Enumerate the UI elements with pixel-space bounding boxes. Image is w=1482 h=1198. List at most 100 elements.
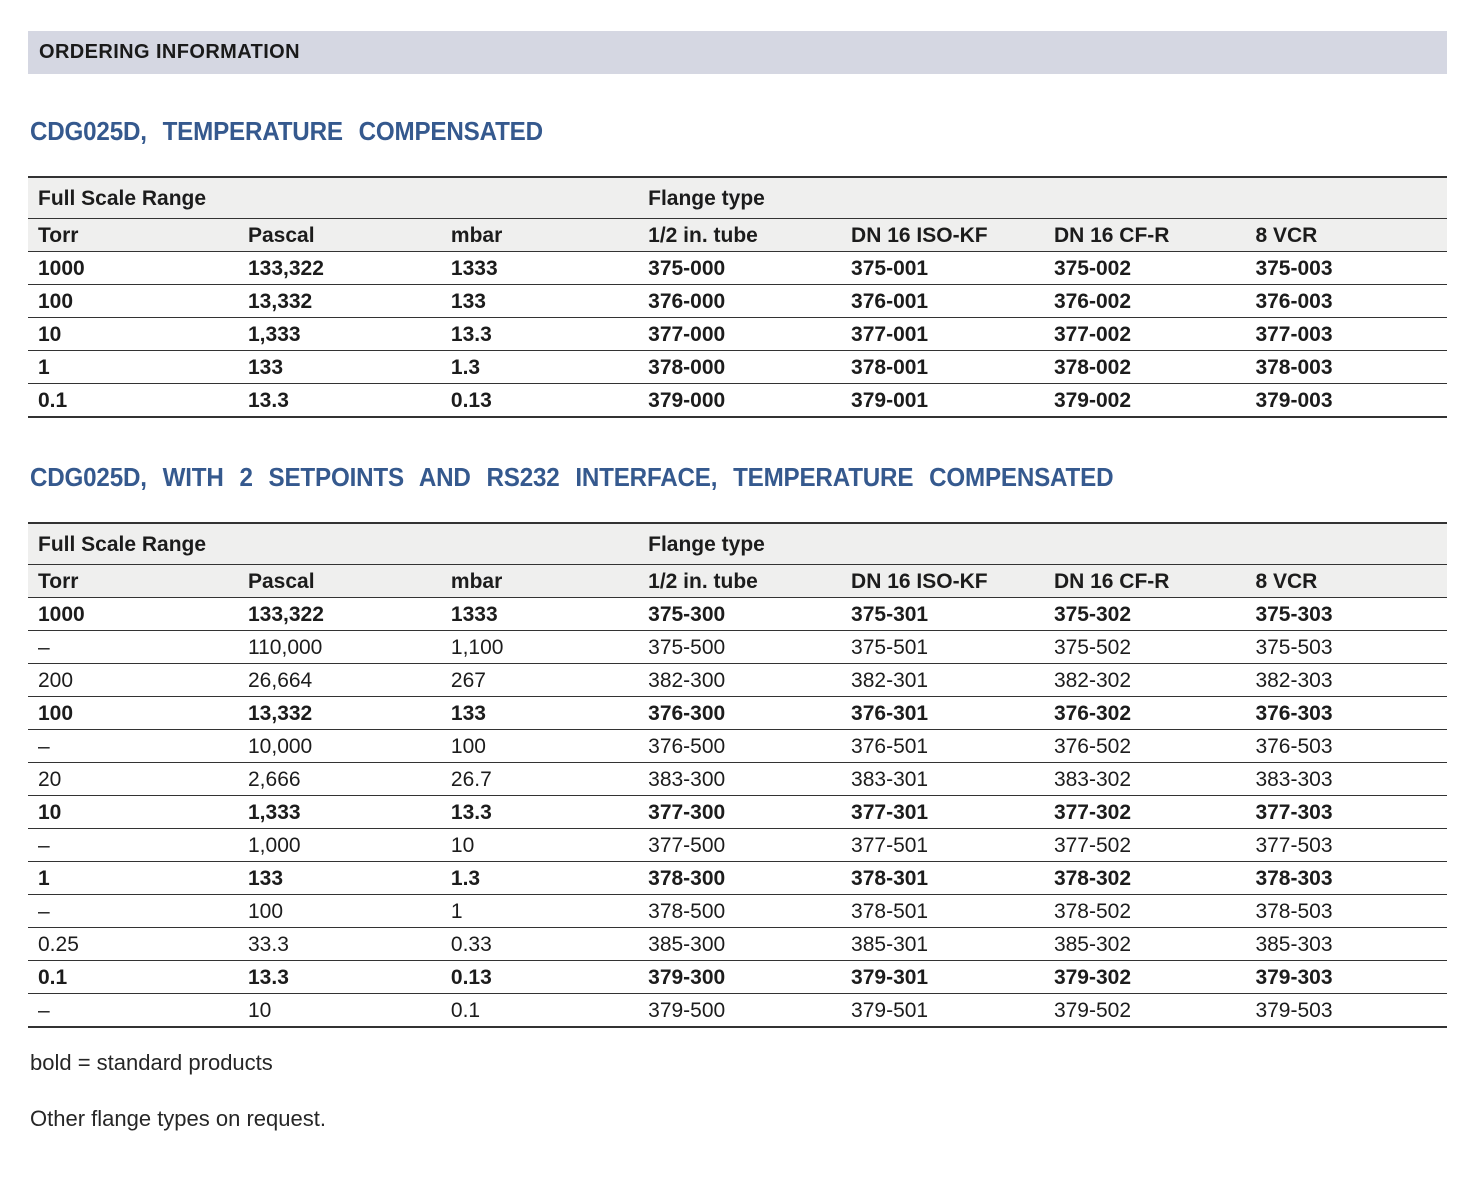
- column-header-pascal: Pascal: [238, 218, 441, 252]
- table-cell: –: [28, 729, 238, 763]
- table-cell: 382-300: [638, 663, 842, 697]
- table-cell: 376-001: [841, 284, 1044, 318]
- table-body: 1000 133,322 1333 375-300 375-301 375-302 375-…: [28, 597, 1447, 1028]
- table-header: Full Scale Range Flange type Torr Pascal…: [28, 523, 1447, 598]
- table-cell: 376-303: [1245, 696, 1447, 730]
- table-cell: 1,100: [440, 630, 639, 664]
- column-group-full-scale-range: Full Scale Range: [28, 177, 639, 219]
- table-cell: 375-303: [1245, 597, 1447, 631]
- ordering-table-cdg025d: Full Scale Range Flange type Torr Pascal…: [28, 176, 1447, 418]
- table-cell: 385-301: [841, 927, 1044, 961]
- table-cell: 378-002: [1043, 350, 1246, 384]
- table-cell: 1.3: [440, 350, 639, 384]
- table-cell: 379-500: [638, 993, 842, 1028]
- table-cell: 1333: [440, 251, 639, 285]
- column-group-full-scale-range: Full Scale Range: [28, 523, 639, 565]
- table-cell: 377-301: [841, 795, 1044, 829]
- table-cell: 382-303: [1245, 663, 1447, 697]
- table-cell: 1,333: [238, 317, 441, 351]
- table-cell: 378-300: [638, 861, 842, 895]
- table-cell: 100: [440, 729, 639, 763]
- table-cell: 377-302: [1043, 795, 1246, 829]
- table-cell: 378-301: [841, 861, 1044, 895]
- section-header-title: ORDERING INFORMATION: [39, 41, 300, 63]
- table-row: 0.25 33.3 0.33 385-300 385-301 385-302 385-303: [28, 927, 1447, 961]
- table-row: 1000 133,322 1333 375-000 375-001 375-002 375-…: [28, 251, 1447, 285]
- table-cell: 1: [28, 350, 238, 384]
- table-cell: 375-300: [638, 597, 842, 631]
- table-cell: 377-501: [841, 828, 1044, 862]
- table-cell: 13.3: [238, 383, 441, 418]
- table-cell: 376-003: [1245, 284, 1447, 318]
- table-row: –100 1 378-500 378-501 378-502 378-503: [28, 894, 1447, 928]
- table-cell: 377-303: [1245, 795, 1447, 829]
- column-header-row: Torr Pascal mbar 1/2 in. tube DN 16 ISO-…: [28, 564, 1447, 598]
- table-cell: 379-301: [841, 960, 1044, 994]
- table-cell: 33.3: [238, 927, 441, 961]
- table-cell: 10: [238, 993, 441, 1028]
- table-cell: 376-301: [841, 696, 1044, 730]
- table-cell: 378-302: [1043, 861, 1246, 895]
- table-row: 200 26,664 267 382-300 382-301 382-302 382-303: [28, 663, 1447, 697]
- table-cell: 375-500: [638, 630, 842, 664]
- group-header-row: Full Scale Range Flange type: [28, 523, 1447, 565]
- table-row: –110,000 1,100 375-500 375-501 375-502 375-50…: [28, 630, 1447, 664]
- table-cell: 0.13: [440, 383, 639, 418]
- footnote-other-flange-types: Other flange types on request.: [30, 1106, 326, 1131]
- table-cell: –: [28, 630, 238, 664]
- table-row: 10 1,333 13.3 377-300 377-301 377-302 377-303: [28, 795, 1447, 829]
- table-cell: 13.3: [440, 795, 639, 829]
- table-cell: 379-003: [1245, 383, 1447, 418]
- table-cell: 13.3: [238, 960, 441, 994]
- table-row: 100 13,332 133 376-000 376-001 376-002 376-003: [28, 284, 1447, 318]
- table-cell: –: [28, 828, 238, 862]
- table-cell: 0.33: [440, 927, 639, 961]
- table-cell: 376-002: [1043, 284, 1246, 318]
- table-cell: 100: [238, 894, 441, 928]
- table-cell: –: [28, 894, 238, 928]
- table-cell: 377-000: [638, 317, 842, 351]
- table-cell: 379-002: [1043, 383, 1246, 418]
- column-header-dn16-iso-kf: DN 16 ISO-KF: [841, 564, 1044, 598]
- table-cell: 385-303: [1245, 927, 1447, 961]
- table-cell: 133,322: [238, 251, 441, 285]
- table-cell: 378-500: [638, 894, 842, 928]
- table-row: 1000 133,322 1333 375-300 375-301 375-302 375-…: [28, 597, 1447, 631]
- table-row: 10 1,333 13.3 377-000 377-001 377-002 377-003: [28, 317, 1447, 351]
- table-cell: 383-301: [841, 762, 1044, 796]
- table-row: 1 133 1.3 378-000 378-001 378-002 378-003: [28, 350, 1447, 384]
- table-cell: 10,000: [238, 729, 441, 763]
- section-header-bar: ORDERING INFORMATION: [28, 31, 1447, 74]
- table-cell: 378-501: [841, 894, 1044, 928]
- table-cell: 375-003: [1245, 251, 1447, 285]
- table-cell: 378-502: [1043, 894, 1246, 928]
- table-cell: 375-002: [1043, 251, 1246, 285]
- table-cell: 10: [440, 828, 639, 862]
- footnote-bold-standard-products: bold = standard products: [30, 1050, 273, 1075]
- table-cell: 383-302: [1043, 762, 1246, 796]
- column-header-8-vcr: 8 VCR: [1245, 564, 1447, 598]
- table-cell: 1: [28, 861, 238, 895]
- table-cell: 379-303: [1245, 960, 1447, 994]
- section-title-setpoints-rs232: CDG025D, WITH 2 SETPOINTS AND RS232 INTE…: [30, 462, 1114, 492]
- table-cell: 376-501: [841, 729, 1044, 763]
- column-header-torr: Torr: [28, 218, 238, 252]
- table-cell: 1,333: [238, 795, 441, 829]
- table-cell: 20: [28, 762, 238, 796]
- table-cell: 376-500: [638, 729, 842, 763]
- table-cell: 375-001: [841, 251, 1044, 285]
- table-cell: 383-303: [1245, 762, 1447, 796]
- ordering-table-cdg025d-setpoints: Full Scale Range Flange type Torr Pascal…: [28, 522, 1447, 1028]
- table-cell: 1000: [28, 597, 238, 631]
- table-cell: 378-001: [841, 350, 1044, 384]
- table-cell: 379-001: [841, 383, 1044, 418]
- table-cell: –: [28, 993, 238, 1028]
- table-cell: 376-302: [1043, 696, 1246, 730]
- table-cell: 377-300: [638, 795, 842, 829]
- table-cell: 133: [440, 284, 639, 318]
- table-cell: 100: [28, 284, 238, 318]
- table-cell: 378-503: [1245, 894, 1447, 928]
- table-cell: 133: [440, 696, 639, 730]
- table-cell: 267: [440, 663, 639, 697]
- table-cell: 133,322: [238, 597, 441, 631]
